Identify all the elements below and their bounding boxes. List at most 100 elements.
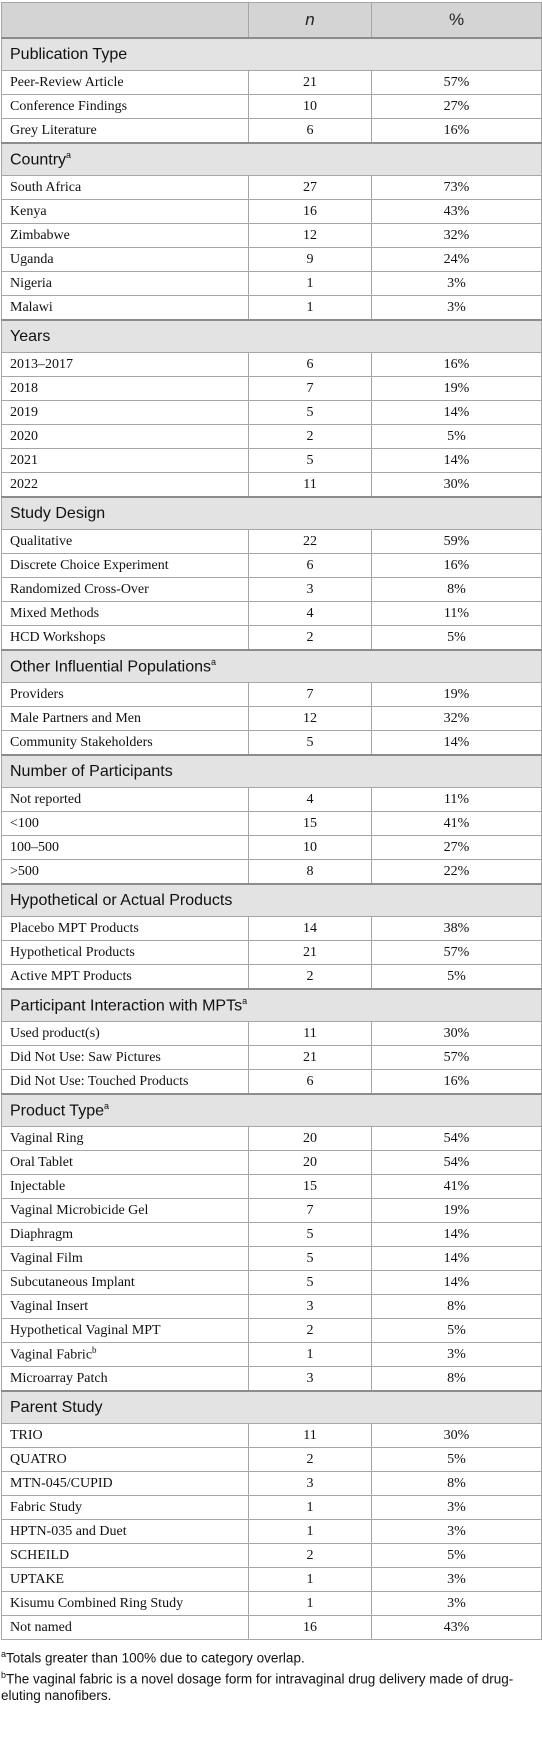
percent-cell: 43% [371, 199, 542, 224]
count-cell: 12 [248, 706, 372, 731]
count-cell: 1 [248, 1495, 372, 1520]
section-row: Hypothetical or Actual Products [1, 883, 542, 917]
data-row: 100–500 10 27% [1, 835, 542, 860]
label-cell: Uganda [1, 247, 249, 272]
row-label: 100–500 [10, 839, 59, 855]
percent-cell: 73% [371, 175, 542, 200]
section-cell: Publication Type [1, 37, 542, 71]
label-cell: Peer-Review Article [1, 70, 249, 95]
label-cell: Discrete Choice Experiment [1, 553, 249, 578]
percent-cell: 32% [371, 706, 542, 731]
footnote-mark: a [1, 1649, 7, 1659]
percent-cell: 14% [371, 1246, 542, 1271]
data-row: SCHEILD 2 5% [1, 1543, 542, 1568]
row-label: Not reported [10, 791, 82, 807]
data-row: Vaginal Film 5 14% [1, 1246, 542, 1271]
percent-cell: 30% [371, 1423, 542, 1448]
count-cell: 4 [248, 601, 372, 626]
percent-cell: 8% [371, 1294, 542, 1319]
count-cell: 5 [248, 1222, 372, 1247]
section-title: Study Design [10, 504, 106, 522]
count-cell: 5 [248, 1270, 372, 1295]
label-cell: <100 [1, 811, 249, 836]
count-cell: 21 [248, 1045, 372, 1070]
count-cell: 11 [248, 472, 372, 498]
data-row: Not named 16 43% [1, 1615, 542, 1640]
count-cell: 14 [248, 916, 372, 941]
label-cell: Subcutaneous Implant [1, 1270, 249, 1295]
percent-cell: 5% [371, 1318, 542, 1343]
label-cell: Vaginal Microbicide Gel [1, 1198, 249, 1223]
data-row: <100 15 41% [1, 811, 542, 836]
percent-cell: 11% [371, 787, 542, 812]
table-body: Publication Type Peer-Review Article 21 57%… [1, 37, 542, 1640]
count-cell: 6 [248, 1069, 372, 1095]
data-row: Microarray Patch 3 8% [1, 1366, 542, 1392]
row-label: Oral Tablet [10, 1154, 73, 1170]
section-cell: Parent Study [1, 1390, 542, 1424]
count-cell: 3 [248, 1366, 372, 1392]
count-cell: 4 [248, 787, 372, 812]
percent-cell: 19% [371, 376, 542, 401]
count-cell: 8 [248, 859, 372, 885]
percent-cell: 54% [371, 1150, 542, 1175]
row-label: >500 [10, 863, 39, 879]
count-cell: 20 [248, 1150, 372, 1175]
row-label: Community Stakeholders [10, 734, 153, 750]
data-row: HPTN-035 and Duet 1 3% [1, 1519, 542, 1544]
section-cell: Years [1, 319, 542, 353]
label-cell: South Africa [1, 175, 249, 200]
data-row: Zimbabwe 12 32% [1, 223, 542, 248]
count-cell: 21 [248, 940, 372, 965]
percent-cell: 16% [371, 1069, 542, 1095]
row-label: Vaginal Insert [10, 1298, 89, 1314]
section-row: Years [1, 319, 542, 353]
row-label: Discrete Choice Experiment [10, 557, 169, 573]
percent-cell: 11% [371, 601, 542, 626]
section-title: Country [10, 151, 67, 169]
section-row: Product Typea [1, 1093, 542, 1127]
section-cell: Other Influential Populationsa [1, 649, 542, 683]
data-row: Placebo MPT Products 14 38% [1, 916, 542, 941]
row-label: Injectable [10, 1178, 66, 1194]
count-cell: 1 [248, 1342, 372, 1367]
section-title: Publication Type [10, 45, 128, 63]
label-cell: 2021 [1, 448, 249, 473]
label-cell: 2020 [1, 424, 249, 449]
row-label: Hypothetical Vaginal MPT [10, 1322, 161, 1338]
row-label: QUATRO [10, 1451, 67, 1467]
percent-cell: 3% [371, 1342, 542, 1367]
data-row: QUATRO 2 5% [1, 1447, 542, 1472]
label-cell: Nigeria [1, 271, 249, 296]
data-table: n % Publication Type Peer-Review Article 2… [1, 2, 542, 1640]
footnote: bThe vaginal fabric is a novel dosage fo… [1, 1667, 542, 1705]
label-cell: Randomized Cross-Over [1, 577, 249, 602]
label-cell: Did Not Use: Touched Products [1, 1069, 249, 1095]
label-cell: Vaginal Fabricb [1, 1342, 249, 1367]
section-cell: Study Design [1, 496, 542, 530]
data-row: Vaginal Microbicide Gel 7 19% [1, 1198, 542, 1223]
count-cell: 15 [248, 1174, 372, 1199]
count-cell: 9 [248, 247, 372, 272]
row-label: HPTN-035 and Duet [10, 1523, 127, 1539]
data-row: Kisumu Combined Ring Study 1 3% [1, 1591, 542, 1616]
label-cell: Zimbabwe [1, 223, 249, 248]
data-row: Community Stakeholders 5 14% [1, 730, 542, 756]
count-cell: 3 [248, 1471, 372, 1496]
count-cell: 16 [248, 199, 372, 224]
row-label: Vaginal Microbicide Gel [10, 1202, 149, 1218]
data-row: Kenya 16 43% [1, 199, 542, 224]
count-cell: 1 [248, 1567, 372, 1592]
data-row: Not reported 4 11% [1, 787, 542, 812]
data-row: HCD Workshops 2 5% [1, 625, 542, 651]
percent-cell: 14% [371, 448, 542, 473]
row-label: Kisumu Combined Ring Study [10, 1595, 184, 1611]
label-cell: Used product(s) [1, 1021, 249, 1046]
percent-cell: 14% [371, 1270, 542, 1295]
data-row: 2013–2017 6 16% [1, 352, 542, 377]
count-cell: 16 [248, 1615, 372, 1640]
count-cell: 5 [248, 1246, 372, 1271]
percent-cell: 14% [371, 400, 542, 425]
label-cell: Vaginal Ring [1, 1126, 249, 1151]
row-label: Qualitative [10, 533, 73, 549]
